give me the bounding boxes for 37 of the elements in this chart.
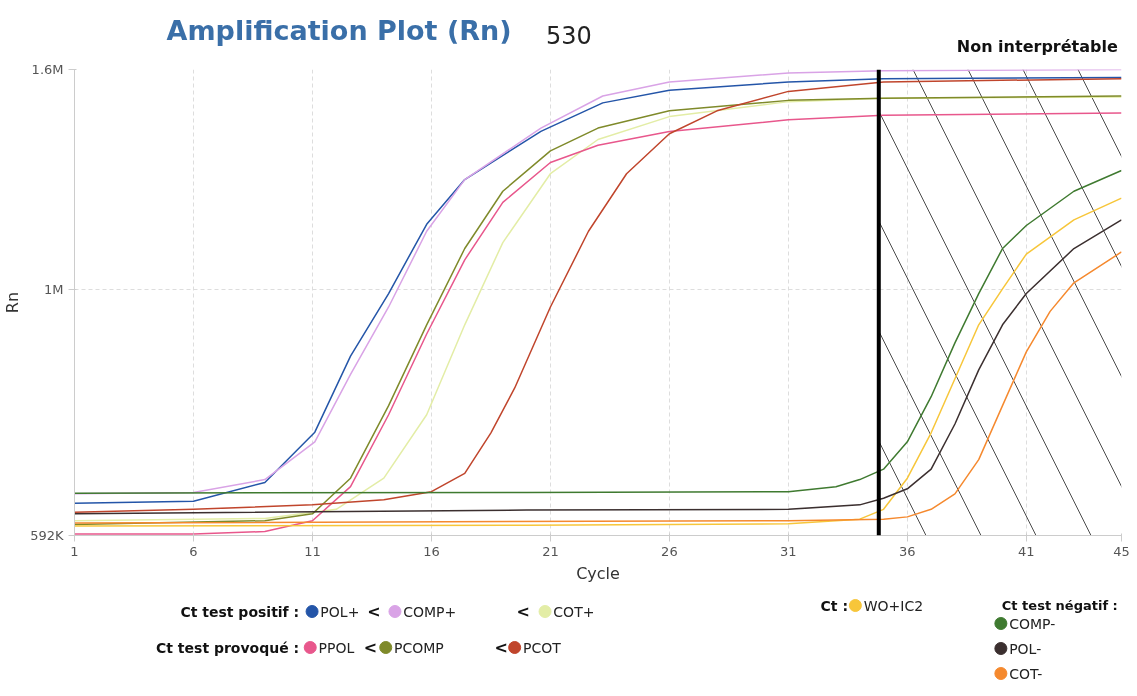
y-tick-label: 1.6M (31, 62, 64, 77)
chart-title: Amplification Plot (Rn) (166, 15, 512, 46)
legend-label: COT+ (553, 603, 595, 620)
legend-label: PCOT (522, 639, 562, 656)
x-axis-title: Cycle (576, 563, 620, 583)
legend-label: PPOL (318, 639, 355, 656)
y-axis-title: Rn (3, 291, 23, 314)
legend-label: WO+IC2 (863, 597, 924, 614)
legend-label: POL- (1009, 640, 1042, 657)
x-tick-label: 31 (780, 543, 797, 559)
text: Ct test provoqué : (156, 639, 300, 656)
x-tick-label: 26 (661, 543, 678, 559)
legend-label: PCOMP (394, 639, 444, 656)
legend-label: COMP- (1009, 615, 1056, 632)
x-tick-label: 36 (899, 543, 916, 559)
line-series (74, 169, 1122, 494)
legend-label: COMP+ (403, 603, 457, 620)
x-tick-label: 45 (1113, 543, 1130, 559)
y-tick-label: 592K (30, 528, 64, 543)
x-tick-label: 21 (542, 543, 559, 559)
text: < (367, 602, 381, 621)
x-tick-label: 16 (423, 543, 440, 559)
y-tick-label: 1M (44, 282, 64, 298)
x-tick-label: 11 (304, 543, 321, 559)
text: Ct test négatif : (1001, 598, 1118, 613)
text: < (363, 638, 378, 657)
text: Ct test positif : (180, 603, 300, 620)
legend-label: POL+ (320, 603, 360, 620)
text: Ct : (820, 597, 849, 614)
x-tick-label: 41 (1018, 543, 1035, 559)
chart-subtitle: 530 (545, 21, 592, 50)
text: < (516, 602, 530, 621)
x-tick-label: 1 (70, 543, 79, 559)
text: < (494, 638, 508, 657)
legend-label: COT- (1009, 665, 1043, 682)
x-tick-label: 6 (189, 543, 198, 559)
band-label: Non interprétable (956, 37, 1118, 56)
